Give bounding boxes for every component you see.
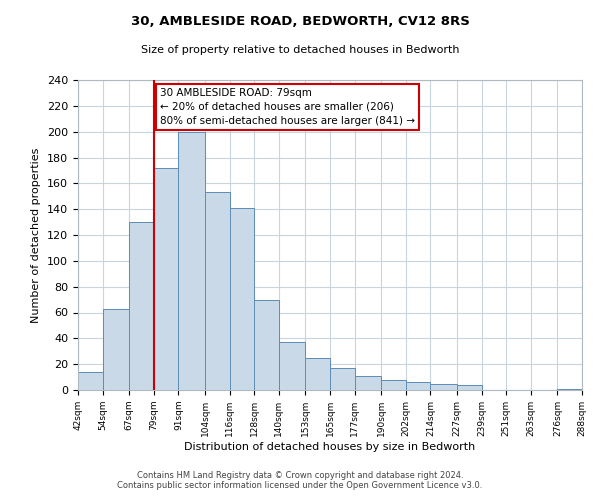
Bar bbox=[103, 308, 129, 390]
Text: Contains HM Land Registry data © Crown copyright and database right 2024.
Contai: Contains HM Land Registry data © Crown c… bbox=[118, 470, 482, 490]
Bar bbox=[279, 342, 305, 390]
X-axis label: Distribution of detached houses by size in Bedworth: Distribution of detached houses by size … bbox=[184, 442, 476, 452]
Bar bbox=[381, 380, 406, 390]
Bar bbox=[254, 300, 279, 390]
Text: 30 AMBLESIDE ROAD: 79sqm
← 20% of detached houses are smaller (206)
80% of semi-: 30 AMBLESIDE ROAD: 79sqm ← 20% of detach… bbox=[160, 88, 415, 126]
Bar bbox=[230, 208, 254, 390]
Bar bbox=[406, 382, 430, 390]
Bar bbox=[305, 358, 330, 390]
Bar bbox=[355, 376, 381, 390]
Bar bbox=[178, 132, 205, 390]
Bar bbox=[457, 385, 482, 390]
Bar bbox=[430, 384, 457, 390]
Bar bbox=[129, 222, 154, 390]
Text: Size of property relative to detached houses in Bedworth: Size of property relative to detached ho… bbox=[141, 45, 459, 55]
Bar bbox=[78, 372, 103, 390]
Y-axis label: Number of detached properties: Number of detached properties bbox=[31, 148, 41, 322]
Bar bbox=[330, 368, 355, 390]
Text: 30, AMBLESIDE ROAD, BEDWORTH, CV12 8RS: 30, AMBLESIDE ROAD, BEDWORTH, CV12 8RS bbox=[131, 15, 469, 28]
Bar bbox=[557, 388, 582, 390]
Bar bbox=[205, 192, 230, 390]
Bar bbox=[154, 168, 178, 390]
